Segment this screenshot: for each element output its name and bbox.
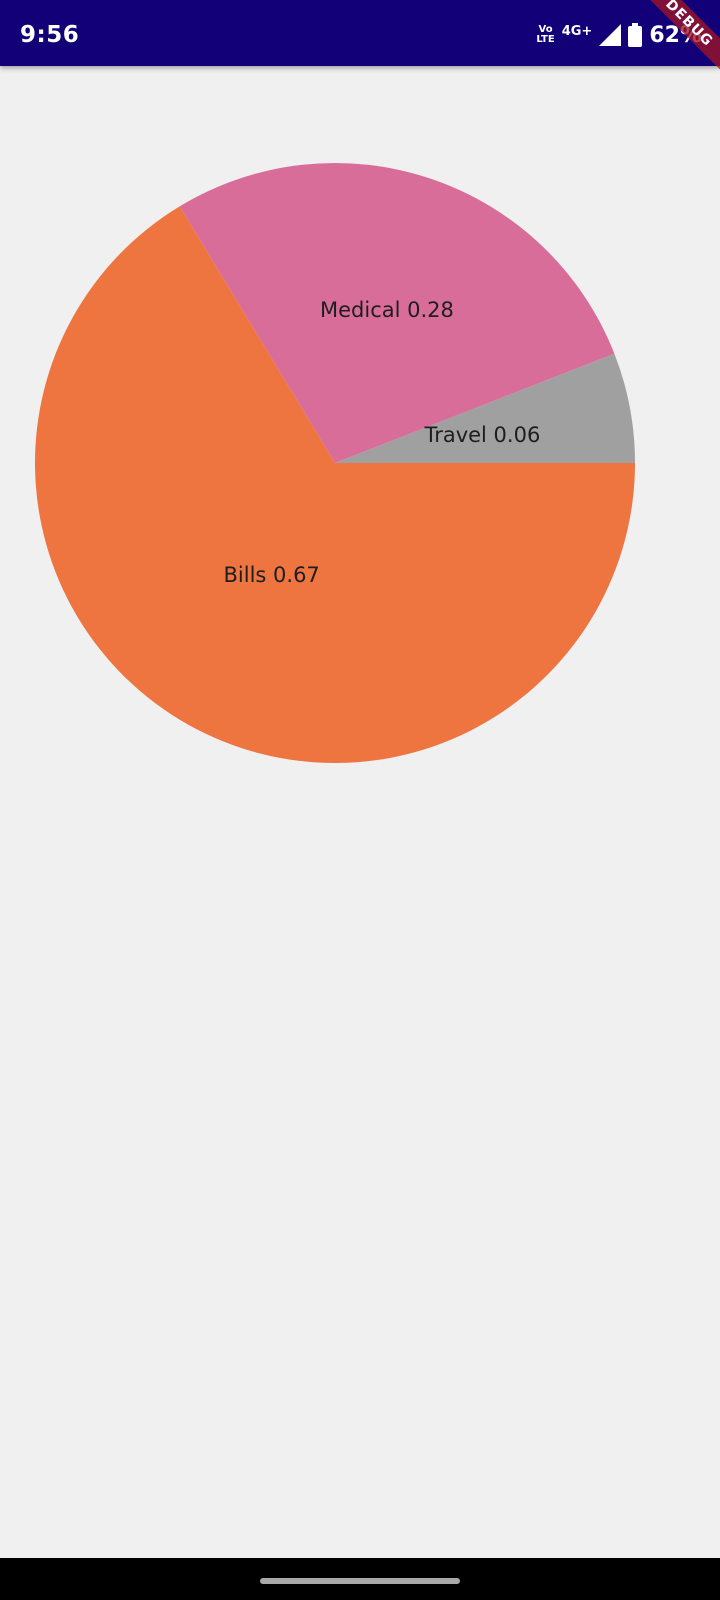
pie-slice-bills[interactable] xyxy=(35,206,635,764)
volte-bottom-text: LTE xyxy=(536,34,555,45)
signal-icon xyxy=(599,24,622,46)
pie-label-medical: Medical 0.28 xyxy=(320,297,454,322)
pie-label-travel: Travel 0.06 xyxy=(424,423,541,448)
battery-icon xyxy=(628,23,643,47)
volte-top-text: Vo xyxy=(538,24,553,35)
navigation-bar xyxy=(0,1558,720,1600)
pie-slice-medical[interactable] xyxy=(179,163,615,463)
clock: 9:56 xyxy=(20,22,80,48)
pie-slice-travel[interactable] xyxy=(335,353,635,463)
network-type: 4G+ xyxy=(561,23,593,39)
pie-label-bills: Bills 0.67 xyxy=(223,563,320,588)
home-gesture-handle[interactable] xyxy=(260,1578,460,1584)
status-bar: 9:56 Vo LTE 4G+ 62% xyxy=(0,0,720,66)
volte-icon: Vo LTE xyxy=(536,25,554,45)
